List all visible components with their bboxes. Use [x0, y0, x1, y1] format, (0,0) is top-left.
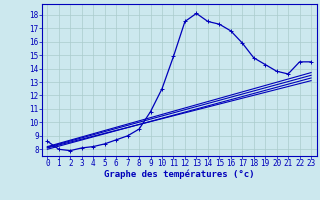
X-axis label: Graphe des températures (°c): Graphe des températures (°c) — [104, 169, 254, 179]
